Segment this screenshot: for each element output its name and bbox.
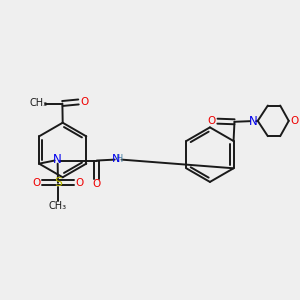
Text: O: O	[208, 116, 216, 126]
Text: CH₃: CH₃	[29, 98, 47, 108]
Text: N: N	[249, 115, 257, 128]
Text: H: H	[116, 154, 123, 164]
Text: N: N	[112, 154, 121, 164]
Text: O: O	[93, 179, 101, 189]
Text: O: O	[80, 97, 88, 107]
Text: O: O	[290, 116, 298, 126]
Text: O: O	[76, 178, 84, 188]
Text: CH₃: CH₃	[49, 201, 67, 211]
Text: S: S	[54, 176, 62, 189]
Text: O: O	[32, 178, 41, 188]
Text: N: N	[53, 153, 62, 167]
